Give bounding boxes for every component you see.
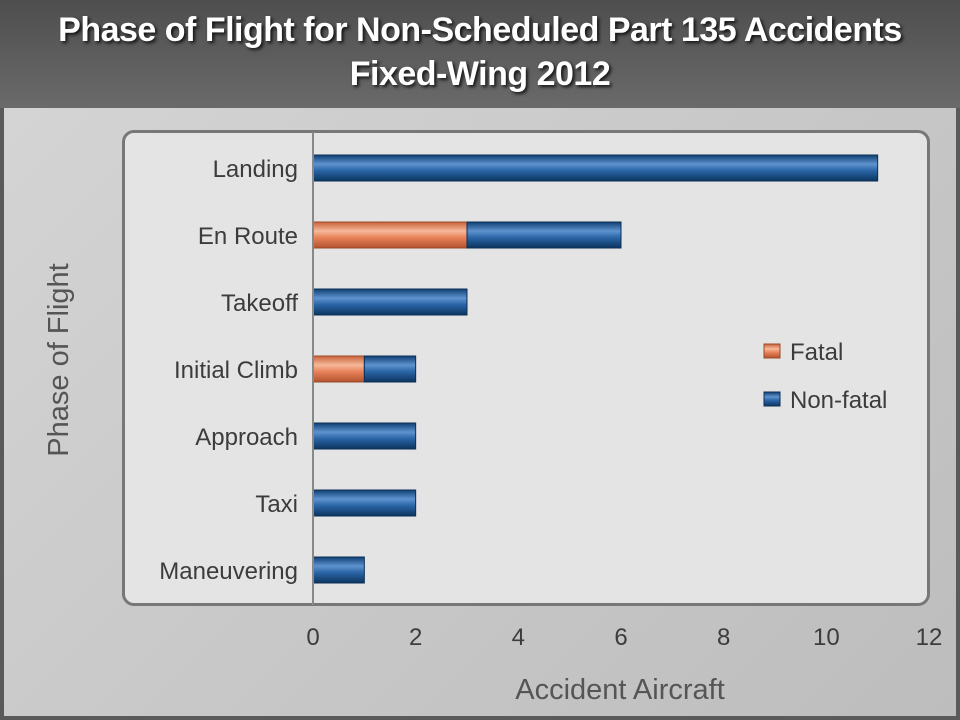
y-axis-label: Phase of Flight [43, 263, 75, 456]
bar-non-fatal [466, 221, 622, 249]
category-label: Takeoff [221, 290, 298, 317]
x-tick-labels: 0 2 4 6 8 10 12 [306, 624, 942, 651]
x-tick-label: 8 [717, 624, 730, 651]
x-tick-label: 2 [409, 624, 422, 651]
x-axis-label: Accident Aircraft [515, 674, 725, 706]
bar-fatal [312, 221, 468, 249]
plot-area [122, 130, 930, 606]
bar-non-fatal [312, 154, 879, 182]
bars-group [312, 154, 879, 584]
bar-non-fatal [312, 422, 417, 450]
chart-title-block: Phase of Flight for Non-Scheduled Part 1… [0, 8, 960, 96]
x-tick-label: 10 [813, 624, 840, 651]
category-label: Taxi [255, 491, 298, 518]
bar-fatal [312, 355, 365, 383]
category-label: Landing [213, 156, 298, 183]
category-label: Initial Climb [174, 357, 298, 384]
legend-swatch [763, 391, 781, 407]
chart-subtitle: Fixed-Wing 2012 [349, 55, 611, 93]
x-tick-label: 6 [614, 624, 627, 651]
x-tick-label: 12 [916, 624, 943, 651]
chart-title: Phase of Flight for Non-Scheduled Part 1… [58, 11, 902, 49]
category-label: Maneuvering [159, 558, 298, 585]
x-tick-label: 0 [306, 624, 319, 651]
bar-non-fatal [312, 556, 365, 584]
bar-non-fatal [363, 355, 417, 383]
legend-label: Non-fatal [790, 387, 887, 414]
bar-non-fatal [312, 288, 468, 316]
category-label: Approach [195, 424, 298, 451]
x-tick-label: 4 [512, 624, 525, 651]
bar-non-fatal [312, 489, 417, 517]
legend: Fatal Non-fatal [763, 339, 887, 414]
title-banner [0, 0, 960, 108]
category-label: En Route [198, 223, 298, 250]
legend-swatch [763, 343, 781, 359]
category-labels: Landing En Route Takeoff Initial Climb Appro… [159, 156, 298, 585]
legend-label: Fatal [790, 339, 843, 366]
